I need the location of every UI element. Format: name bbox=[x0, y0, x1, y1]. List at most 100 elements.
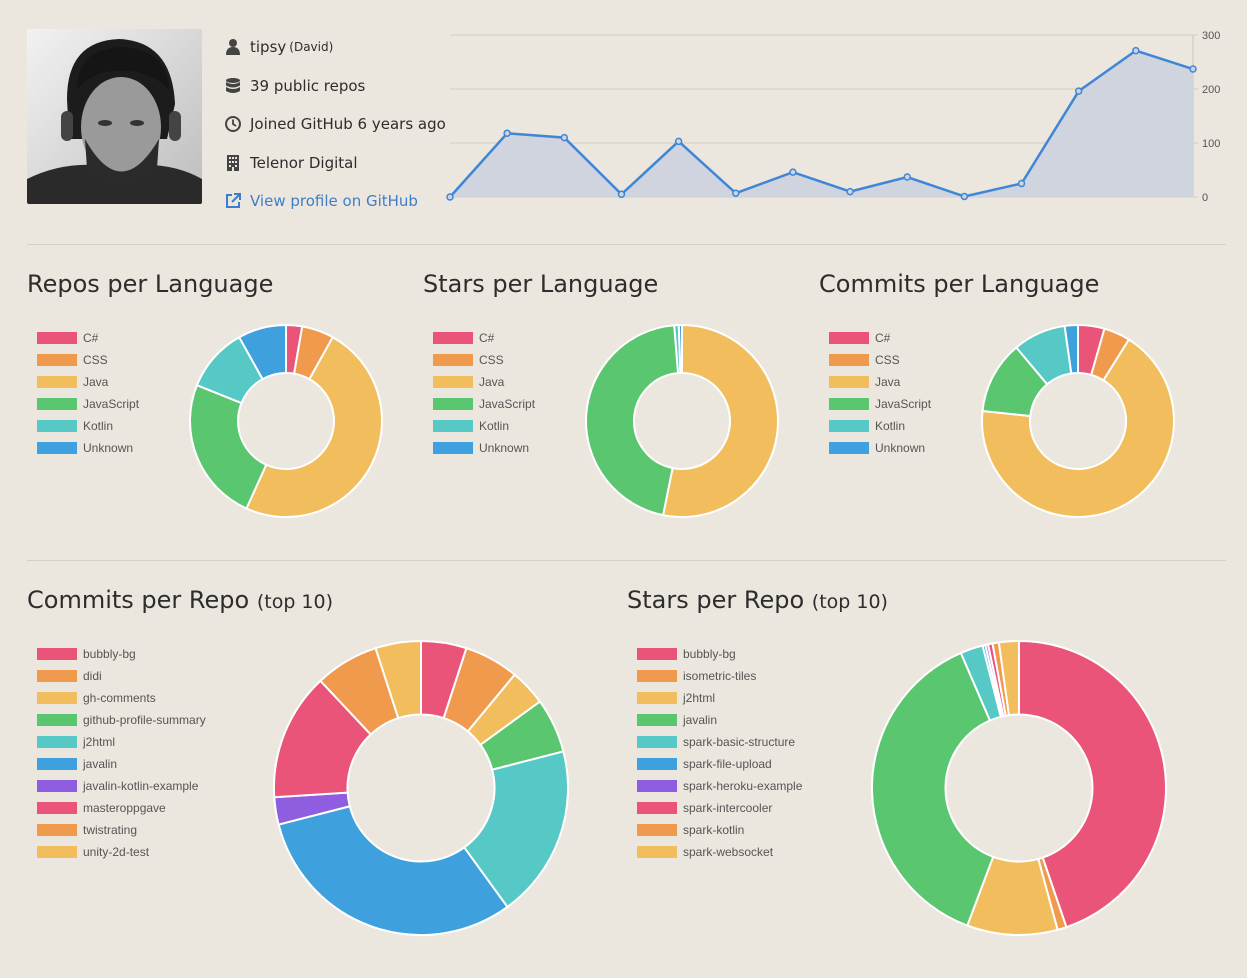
external-link-icon bbox=[226, 193, 241, 209]
profile-repos: 39 public repos bbox=[250, 76, 366, 95]
legend-item[interactable]: Java bbox=[829, 371, 931, 393]
legend-item[interactable]: JavaScript bbox=[433, 393, 535, 415]
donut-slice-j2html[interactable] bbox=[462, 750, 569, 909]
user-icon bbox=[226, 39, 240, 56]
legend-item[interactable]: spark-heroku-example bbox=[637, 775, 802, 797]
divider bbox=[27, 244, 1226, 245]
legend-item[interactable]: Unknown bbox=[37, 437, 139, 459]
legend-label: Unknown bbox=[479, 441, 530, 455]
legend-item[interactable]: spark-kotlin bbox=[637, 819, 802, 841]
legend-label: Unknown bbox=[83, 441, 134, 455]
legend-item[interactable]: CSS bbox=[37, 349, 139, 371]
database-icon bbox=[226, 77, 240, 93]
donut-slice-java[interactable] bbox=[981, 338, 1175, 518]
legend-item[interactable]: Kotlin bbox=[37, 415, 139, 437]
donut-slice-javascript[interactable] bbox=[189, 383, 268, 510]
legend-label: Kotlin bbox=[83, 419, 114, 433]
legend-item[interactable]: spark-basic-structure bbox=[637, 731, 802, 753]
legend-item[interactable]: gh-comments bbox=[37, 687, 206, 709]
donut-slice-javalin[interactable] bbox=[871, 651, 995, 927]
donut-slice-unknown[interactable] bbox=[1063, 323, 1079, 375]
legend-item[interactable]: Unknown bbox=[433, 437, 535, 459]
activity-point bbox=[1189, 65, 1197, 73]
activity-point bbox=[732, 189, 740, 197]
y-tick-label: 100 bbox=[1202, 138, 1220, 150]
legend-swatch bbox=[37, 736, 77, 748]
donut-slice-java[interactable] bbox=[245, 335, 383, 519]
legend-label: JavaScript bbox=[875, 397, 932, 411]
legend-item[interactable]: C# bbox=[829, 327, 931, 349]
legend-swatch bbox=[637, 802, 677, 814]
legend-swatch bbox=[37, 354, 77, 366]
legend-item[interactable]: javalin bbox=[37, 753, 206, 775]
legend-item[interactable]: Unknown bbox=[829, 437, 931, 459]
legend-item[interactable]: JavaScript bbox=[829, 393, 931, 415]
legend-swatch bbox=[433, 398, 473, 410]
legend-swatch bbox=[37, 692, 77, 704]
legend-item[interactable]: javalin bbox=[637, 709, 802, 731]
chart-title-text: Stars per Repo bbox=[627, 586, 805, 614]
activity-point bbox=[674, 137, 683, 146]
activity-point bbox=[903, 173, 911, 181]
donut-slice-java[interactable] bbox=[661, 323, 779, 518]
donut-slice-bubbly-bg[interactable] bbox=[1018, 639, 1167, 929]
legend-item[interactable]: Kotlin bbox=[433, 415, 535, 437]
avatar bbox=[27, 29, 202, 204]
legend-swatch bbox=[37, 714, 77, 726]
building-icon bbox=[227, 154, 239, 171]
legend-item[interactable]: j2html bbox=[637, 687, 802, 709]
legend-item[interactable]: bubbly-bg bbox=[37, 643, 206, 665]
legend-item[interactable]: spark-websocket bbox=[637, 841, 802, 863]
legend-item[interactable]: JavaScript bbox=[37, 393, 139, 415]
donut-slice-unity-2d-test[interactable] bbox=[374, 639, 422, 720]
legend-item[interactable]: CSS bbox=[829, 349, 931, 371]
legend-item[interactable]: Java bbox=[433, 371, 535, 393]
github-profile-link[interactable]: View profile on GitHub bbox=[224, 182, 446, 221]
activity-point bbox=[617, 190, 626, 199]
legend-item[interactable]: j2html bbox=[37, 731, 206, 753]
legend-swatch bbox=[829, 354, 869, 366]
legend-item[interactable]: bubbly-bg bbox=[637, 643, 802, 665]
legend-label: didi bbox=[83, 669, 102, 683]
legend-label: spark-kotlin bbox=[683, 823, 745, 837]
legend-label: javalin bbox=[83, 757, 118, 771]
legend-item[interactable]: spark-intercooler bbox=[637, 797, 802, 819]
legend-item[interactable]: C# bbox=[433, 327, 535, 349]
legend-swatch bbox=[829, 420, 869, 432]
donut-slice-unknown[interactable] bbox=[237, 323, 287, 381]
github-profile-link-label[interactable]: View profile on GitHub bbox=[250, 192, 418, 211]
legend-swatch bbox=[37, 442, 77, 454]
legend-item[interactable]: Java bbox=[37, 371, 139, 393]
legend-swatch bbox=[637, 780, 677, 792]
legend-label: CSS bbox=[875, 353, 900, 367]
donut-slice-javascript[interactable] bbox=[585, 324, 680, 517]
legend-item[interactable]: twistrating bbox=[37, 819, 206, 841]
legend-commits-per-language: C# CSS Java JavaScript Kotlin Unknown bbox=[829, 327, 931, 459]
legend-item[interactable]: C# bbox=[37, 327, 139, 349]
legend-label: spark-intercooler bbox=[683, 801, 773, 815]
legend-label: Java bbox=[875, 375, 901, 389]
donut-slice-unknown[interactable] bbox=[677, 323, 683, 375]
legend-label: Java bbox=[83, 375, 109, 389]
legend-item[interactable]: spark-file-upload bbox=[637, 753, 802, 775]
donut-slice-spark-websocket[interactable] bbox=[997, 639, 1020, 717]
donut-slice-javalin[interactable] bbox=[277, 805, 509, 936]
legend-item[interactable]: masteroppgave bbox=[37, 797, 206, 819]
activity-chart: 0 100 200 300 bbox=[446, 30, 1220, 204]
donut-stars-per-repo bbox=[871, 639, 1167, 936]
legend-label: github-profile-summary bbox=[83, 713, 206, 727]
donut-commits-per-language bbox=[981, 323, 1175, 518]
legend-label: unity-2d-test bbox=[83, 845, 150, 859]
legend-item[interactable]: Kotlin bbox=[829, 415, 931, 437]
legend-item[interactable]: didi bbox=[37, 665, 206, 687]
legend-item[interactable]: github-profile-summary bbox=[37, 709, 206, 731]
legend-item[interactable]: isometric-tiles bbox=[637, 665, 802, 687]
divider bbox=[27, 560, 1226, 561]
donut-commits-per-repo bbox=[273, 639, 569, 936]
y-tick-label: 0 bbox=[1202, 192, 1208, 204]
legend-item[interactable]: javalin-kotlin-example bbox=[37, 775, 206, 797]
legend-item[interactable]: CSS bbox=[433, 349, 535, 371]
legend-swatch bbox=[37, 670, 77, 682]
legend-label: twistrating bbox=[83, 823, 138, 837]
legend-item[interactable]: unity-2d-test bbox=[37, 841, 206, 863]
